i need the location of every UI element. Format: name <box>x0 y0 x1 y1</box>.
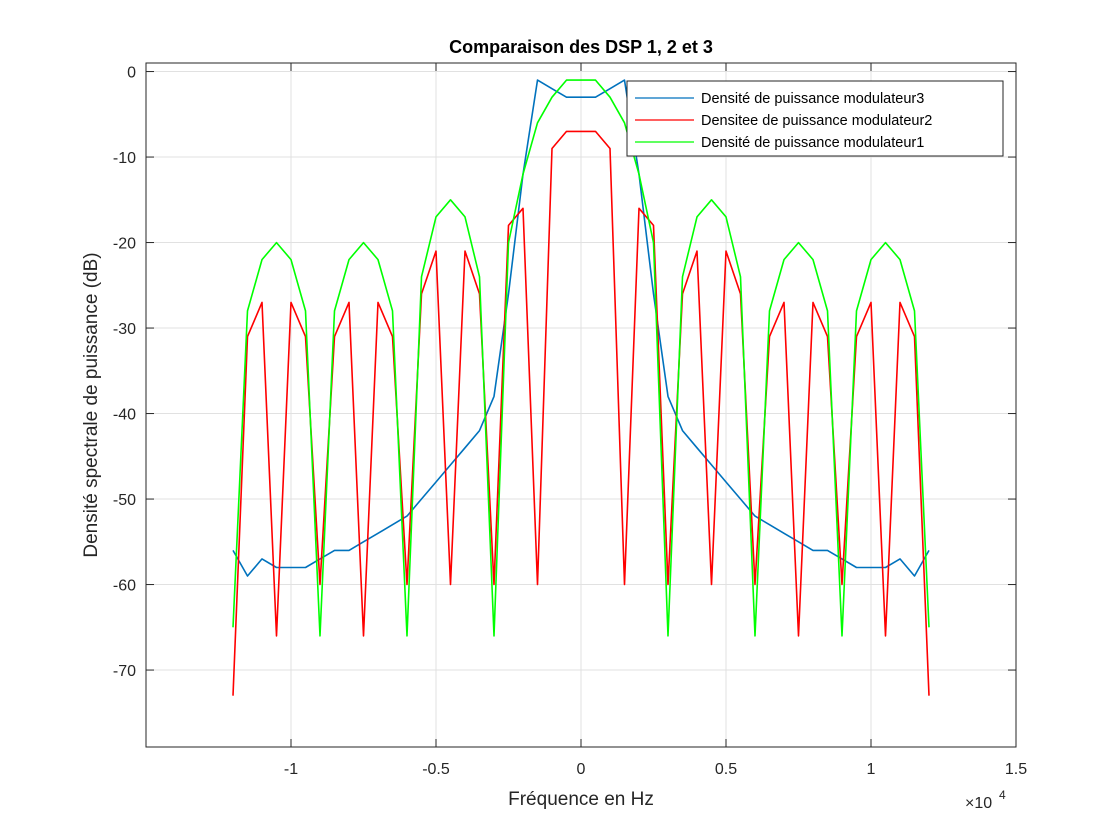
y-tick-label: -60 <box>113 578 136 595</box>
y-tick-label: -40 <box>113 407 136 424</box>
y-tick-label: -30 <box>113 321 136 338</box>
x-tick-labels: -1 -0.5 0 0.5 1 1.5 <box>284 761 1027 778</box>
y-tick-label: -70 <box>113 663 136 680</box>
x-tick-label: -0.5 <box>422 761 450 778</box>
y-tick-label: -50 <box>113 492 136 509</box>
series-line-3 <box>232 79 930 637</box>
x-tick-label: 0 <box>577 761 586 778</box>
x-axis-exponent: ×10 4 <box>965 788 1006 812</box>
y-tick-label: 0 <box>127 65 136 82</box>
y-tick-label: -20 <box>113 236 136 253</box>
y-axis-label: Densité spectrale de puissance (dB) <box>81 252 102 557</box>
series-line-2 <box>232 130 930 696</box>
data-layer <box>232 79 930 696</box>
x-tick-label: 0.5 <box>715 761 737 778</box>
grid-lines <box>146 63 1017 747</box>
legend-box <box>626 80 1004 157</box>
x-tick-label: 1.5 <box>1005 761 1027 778</box>
y-tick-label: -10 <box>113 150 136 167</box>
series-line-1 <box>232 79 930 577</box>
tick-marks <box>146 63 1017 747</box>
x-axis-label: Fréquence en Hz <box>508 789 654 810</box>
y-tick-labels: 0 -10 -20 -30 -40 -50 -60 -70 <box>113 65 136 680</box>
x-axis-exponent-power: 4 <box>999 788 1006 802</box>
legend-label-3: Densité de puissance modulateur1 <box>701 135 924 151</box>
x-tick-label: 1 <box>867 761 876 778</box>
legend-label-2: Densitee de puissance modulateur2 <box>701 113 932 129</box>
x-axis-exponent-base: ×10 <box>965 795 992 812</box>
legend: Densité de puissance modulateur3 Densitee… <box>626 80 1004 157</box>
legend-label-1: Densité de puissance modulateur3 <box>701 91 924 107</box>
x-tick-label: -1 <box>284 761 298 778</box>
chart-title: Comparaison des DSP 1, 2 et 3 <box>449 37 713 57</box>
